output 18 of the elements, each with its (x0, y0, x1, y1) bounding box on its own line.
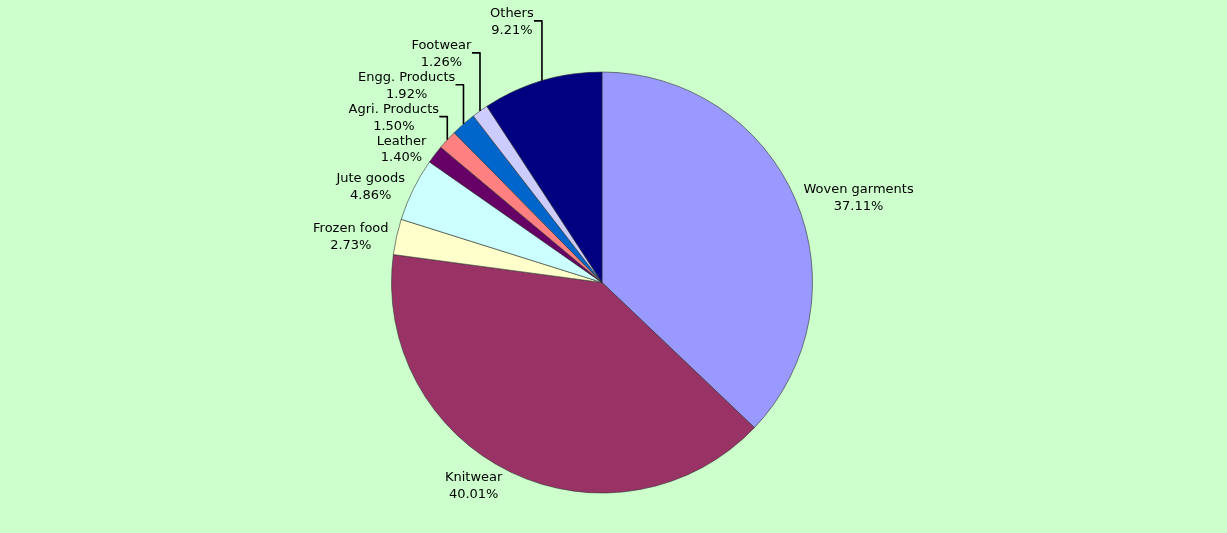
slice-label: Others (490, 4, 534, 20)
slice-label: Leather (376, 132, 427, 148)
data-label: 1.26% (420, 53, 463, 69)
slice-label: Jute goods (335, 170, 406, 186)
slice-label: Knitwear (444, 469, 504, 485)
slice-label: Agri. Products (348, 100, 440, 116)
data-label: 1.50% (373, 117, 415, 133)
data-label: 40.01% (448, 486, 499, 502)
data-label: 1.92% (385, 85, 428, 101)
data-label: 9.21% (491, 21, 533, 37)
data-label: 37.11% (833, 198, 884, 214)
data-label: 1.40% (380, 149, 423, 165)
data-label: 4.86% (350, 187, 392, 203)
slice-label: Woven garments (803, 181, 914, 197)
slice-label: Footwear (411, 36, 473, 52)
slice-label: Engg. Products (357, 68, 456, 84)
slice-label: Frozen food (313, 220, 389, 236)
data-label: 2.73% (330, 236, 372, 252)
